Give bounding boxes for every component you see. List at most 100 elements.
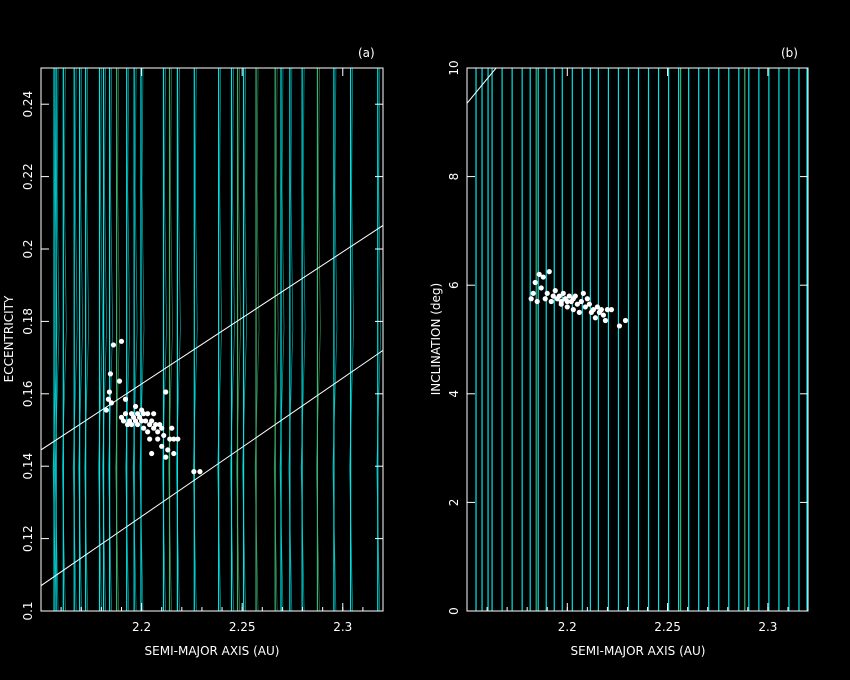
x-tick-label-a-1: 2.25 bbox=[229, 620, 256, 634]
background-curve-a-0-1 bbox=[54, 68, 60, 611]
background-curve-a-1-0 bbox=[115, 68, 120, 611]
data-point-b-28 bbox=[578, 298, 584, 305]
data-point-a-1 bbox=[105, 396, 111, 402]
data-point-a-34 bbox=[151, 411, 157, 417]
data-point-b-21 bbox=[566, 293, 572, 299]
data-point-a-9 bbox=[120, 418, 127, 424]
background-curve-a-0-7 bbox=[102, 68, 107, 611]
y-tick-label-a-3: 0.16 bbox=[21, 380, 35, 407]
background-curve-a-0-9 bbox=[125, 68, 131, 611]
data-point-a-49 bbox=[175, 436, 181, 442]
data-point-b-41 bbox=[604, 307, 611, 313]
data-point-b-24 bbox=[570, 307, 576, 313]
reference-line-a-0 bbox=[41, 225, 383, 451]
data-point-b-17 bbox=[560, 290, 566, 296]
data-point-b-16 bbox=[558, 301, 564, 307]
data-point-b-44 bbox=[622, 317, 629, 324]
data-point-a-51 bbox=[197, 469, 203, 475]
y-tick-label-a-1: 0.12 bbox=[21, 525, 35, 552]
data-point-b-25 bbox=[572, 293, 578, 299]
data-point-b-42 bbox=[608, 307, 615, 313]
data-point-b-5 bbox=[538, 285, 544, 291]
data-point-b-40 bbox=[602, 317, 609, 324]
background-curve-a-0-10 bbox=[132, 68, 138, 611]
y-axis-label-a: ECCENTRICITY bbox=[2, 295, 16, 382]
x-tick-label-b-0: 2.2 bbox=[558, 620, 577, 634]
background-curve-a-1-3 bbox=[254, 68, 260, 611]
data-point-a-6 bbox=[116, 378, 123, 384]
background-curve-a-0-17 bbox=[242, 68, 247, 611]
data-point-a-2 bbox=[106, 389, 112, 395]
background-curve-a-0-5 bbox=[84, 68, 90, 611]
background-curve-a-0-15 bbox=[217, 68, 222, 611]
data-point-b-2 bbox=[532, 279, 538, 286]
data-point-b-11 bbox=[550, 293, 556, 299]
data-point-b-32 bbox=[586, 301, 592, 307]
y-tick-label-b-0: 0 bbox=[447, 607, 461, 615]
y-tick-label-b-3: 6 bbox=[447, 281, 461, 289]
data-point-b-36 bbox=[594, 304, 600, 310]
y-tick-label-a-6: 0.22 bbox=[21, 163, 35, 190]
data-point-b-29 bbox=[580, 290, 586, 296]
data-point-b-43 bbox=[616, 323, 623, 329]
data-point-b-10 bbox=[548, 298, 554, 305]
data-point-b-38 bbox=[598, 307, 604, 313]
y-tick-label-a-5: 0.2 bbox=[21, 239, 35, 258]
background-curve-a-0-2 bbox=[61, 68, 67, 611]
data-point-a-32 bbox=[149, 450, 155, 457]
data-point-b-34 bbox=[590, 307, 596, 313]
background-curve-a-0-21 bbox=[332, 68, 338, 611]
data-point-a-41 bbox=[161, 432, 167, 439]
data-point-a-15 bbox=[128, 421, 135, 428]
data-point-a-0 bbox=[103, 407, 109, 413]
background-curve-a-0-16 bbox=[230, 68, 235, 611]
plot-frame-a bbox=[40, 67, 384, 612]
data-point-a-23 bbox=[138, 418, 145, 424]
x-tick-label-a-0: 2.2 bbox=[132, 620, 151, 634]
background-curve-a-0-22 bbox=[349, 68, 354, 611]
data-point-b-4 bbox=[536, 271, 542, 277]
data-point-b-1 bbox=[530, 290, 536, 296]
data-point-a-31 bbox=[149, 418, 155, 424]
data-point-b-19 bbox=[564, 298, 570, 305]
data-point-a-10 bbox=[122, 411, 129, 417]
background-curve-a-0-19 bbox=[288, 68, 294, 611]
data-point-b-39 bbox=[600, 312, 607, 318]
background-curve-a-0-20 bbox=[300, 68, 306, 611]
data-point-a-43 bbox=[163, 389, 169, 395]
data-point-a-36 bbox=[155, 429, 161, 435]
data-point-a-45 bbox=[167, 436, 173, 442]
y-tick-label-a-2: 0.14 bbox=[21, 453, 35, 480]
background-curve-a-0-14 bbox=[192, 68, 198, 611]
background-curve-a-1-4 bbox=[273, 68, 279, 611]
data-point-a-26 bbox=[143, 418, 149, 424]
y-tick-label-b-5: 10 bbox=[447, 60, 461, 75]
panel-b-label: (b) bbox=[781, 46, 798, 60]
data-point-b-27 bbox=[576, 309, 582, 315]
data-point-a-44 bbox=[165, 447, 171, 453]
data-point-a-42 bbox=[163, 454, 169, 460]
data-point-a-40 bbox=[159, 443, 165, 449]
background-curve-a-0-11 bbox=[139, 68, 145, 611]
data-point-a-11 bbox=[122, 396, 129, 402]
x-tick-label-a-2: 2.3 bbox=[333, 620, 352, 634]
data-point-a-50 bbox=[191, 469, 197, 475]
data-point-a-35 bbox=[153, 421, 159, 428]
y-tick-label-a-4: 0.18 bbox=[21, 308, 35, 335]
background-curve-a-0-12 bbox=[162, 68, 167, 611]
data-point-b-9 bbox=[546, 269, 552, 275]
x-axis-label-a: SEMI-MAJOR AXIS (AU) bbox=[145, 644, 280, 658]
data-point-a-48 bbox=[171, 436, 177, 442]
data-point-a-27 bbox=[145, 429, 151, 435]
data-point-b-8 bbox=[544, 290, 550, 296]
data-point-a-20 bbox=[134, 421, 141, 428]
data-point-a-25 bbox=[141, 411, 147, 417]
data-point-b-14 bbox=[556, 293, 562, 299]
data-point-b-7 bbox=[542, 296, 548, 302]
background-curve-a-0-3 bbox=[72, 68, 78, 611]
data-point-b-0 bbox=[528, 296, 534, 302]
panel-a-label: (a) bbox=[358, 46, 375, 60]
background-curve-a-0-8 bbox=[108, 68, 113, 611]
y-tick-label-b-2: 4 bbox=[447, 390, 461, 398]
